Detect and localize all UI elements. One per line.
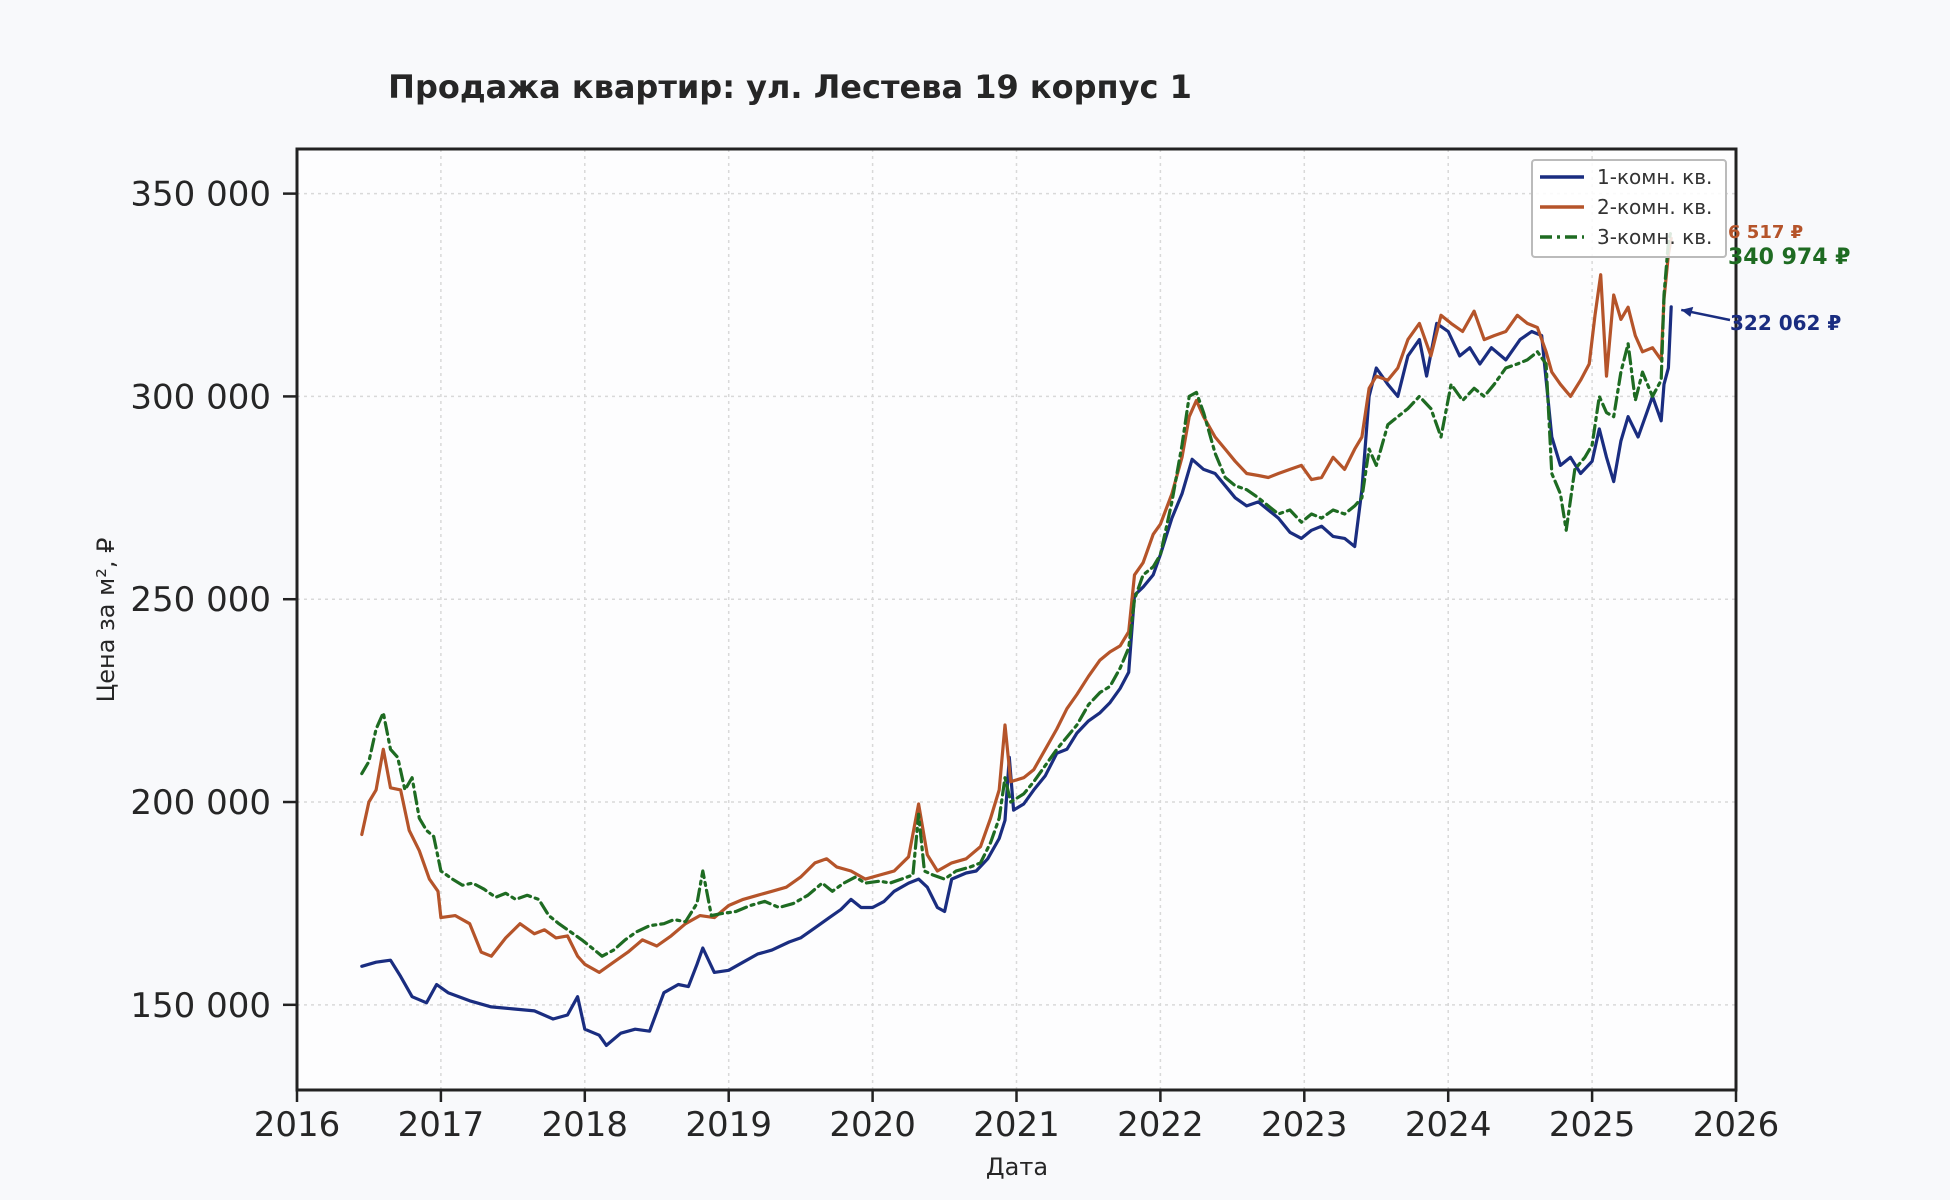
- x-tick-label: 2023: [1261, 1105, 1348, 1145]
- end-label-1: 322 062 ₽: [1730, 311, 1841, 335]
- legend-label-1: 1-комн. кв.: [1597, 165, 1712, 189]
- series-line-2: [360, 236, 1673, 974]
- end-label-arrowhead: [1681, 306, 1694, 317]
- x-axis: 2016 2017 2018 2019 2020 2021 2022 2023 2024 2025…: [254, 1090, 1780, 1145]
- end-label-2: 6 517 ₽: [1728, 222, 1803, 243]
- x-tick-label: 2016: [254, 1105, 341, 1145]
- series-line-3: [360, 228, 1673, 958]
- x-tick-label: 2017: [398, 1105, 485, 1145]
- y-axis: 150 000 200 000 250 000 300 000 350 000: [130, 175, 297, 1026]
- y-tick-label: 150 000: [130, 986, 271, 1026]
- x-tick-label: 2019: [685, 1105, 772, 1145]
- end-labels: 322 062 ₽ 6 517 ₽340 974 ₽: [1680, 222, 1850, 335]
- chart-title: Продажа квартир: ул. Лестева 19 корпус 1: [388, 68, 1192, 106]
- legend-label-2: 2-комн. кв.: [1597, 195, 1712, 219]
- x-tick-label: 2025: [1549, 1105, 1636, 1145]
- x-tick-label: 2018: [542, 1105, 629, 1145]
- series-line-1: [360, 305, 1673, 1047]
- series-layer: [360, 228, 1673, 1047]
- x-tick-label: 2020: [829, 1105, 916, 1145]
- x-tick-label: 2026: [1693, 1105, 1780, 1145]
- y-axis-label: Цена за м², ₽: [92, 538, 120, 703]
- y-tick-label: 200 000: [130, 783, 271, 823]
- y-tick-label: 350 000: [130, 175, 271, 215]
- legend-label-3: 3-комн. кв.: [1597, 225, 1712, 249]
- x-axis-label: Дата: [986, 1153, 1048, 1181]
- x-tick-label: 2021: [973, 1105, 1060, 1145]
- y-tick-label: 300 000: [130, 377, 271, 417]
- legend-box: [1531, 159, 1727, 258]
- y-tick-label: 250 000: [130, 580, 271, 620]
- x-tick-label: 2024: [1405, 1105, 1492, 1145]
- end-label-3: 340 974 ₽: [1728, 245, 1850, 270]
- x-tick-label: 2022: [1117, 1105, 1204, 1145]
- legend: 1-комн. кв. 2-комн. кв. 3-комн. кв.: [1531, 159, 1727, 258]
